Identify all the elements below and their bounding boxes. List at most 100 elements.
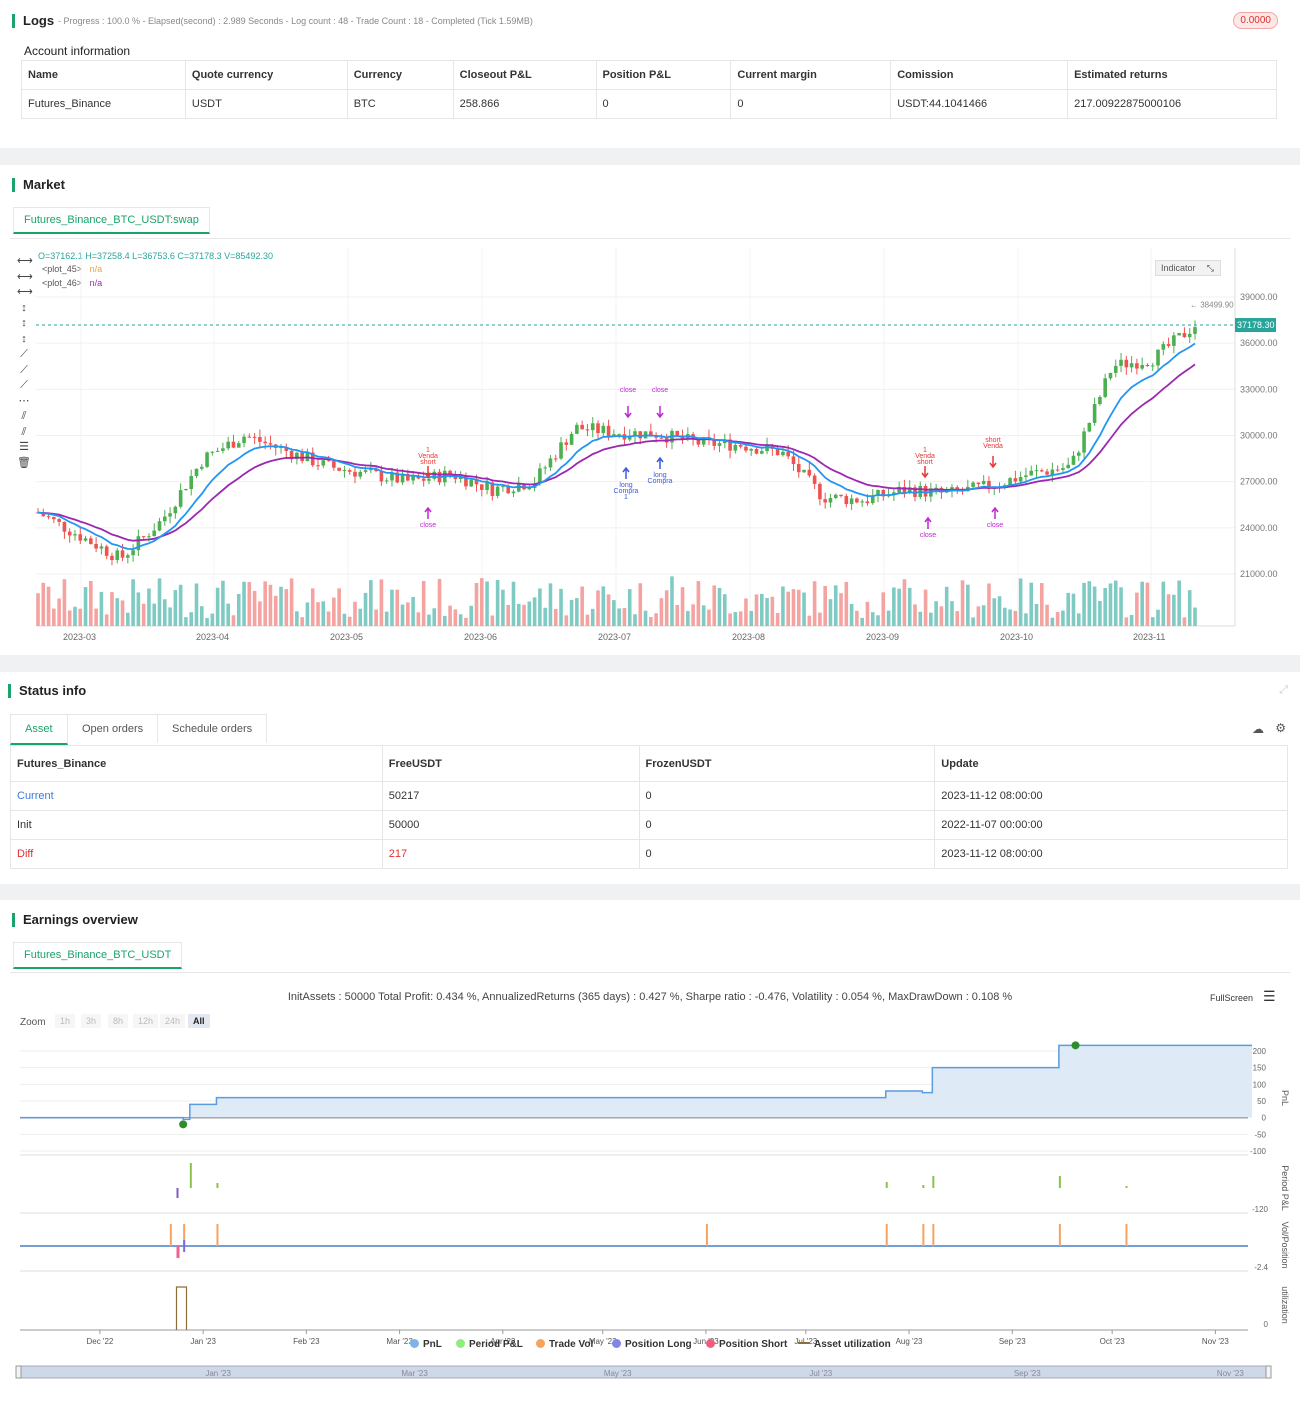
- legend-1[interactable]: Period P&L: [456, 1339, 523, 1350]
- candle-body: [67, 531, 72, 536]
- volume-bar: [300, 617, 304, 626]
- candle-body: [971, 482, 975, 487]
- candle-body: [46, 516, 51, 518]
- volume-bar: [934, 601, 938, 626]
- max-marker: [1071, 1041, 1080, 1050]
- extended-line-icon[interactable]: ⟷: [17, 286, 33, 298]
- earn-x-tick-label: Jan '23: [190, 1337, 216, 1346]
- legend-0[interactable]: PnL: [410, 1339, 442, 1350]
- parallel-channel-icon[interactable]: ⫽: [21, 410, 27, 422]
- candle-body: [1024, 475, 1028, 478]
- indicator-button[interactable]: Indicator ⤡: [1155, 260, 1221, 276]
- candle-body: [374, 469, 378, 472]
- volume-bar: [1119, 587, 1123, 626]
- candle-body: [464, 476, 468, 487]
- volume-bar: [569, 599, 574, 626]
- status-cell-3: 2023-11-12 08:00:00: [934, 839, 1288, 869]
- candle-body: [411, 476, 415, 481]
- candle-body: [252, 436, 257, 438]
- candle-body: [833, 494, 838, 498]
- legend-2[interactable]: Trade Vol: [536, 1339, 593, 1350]
- candle-body: [538, 468, 542, 484]
- cross-line-icon[interactable]: ↕: [21, 317, 27, 329]
- navigator-handle-right: [1265, 1365, 1272, 1379]
- volume-bar: [41, 582, 46, 626]
- arrow-line-icon[interactable]: ⟋: [20, 379, 28, 391]
- period-pnl-bar: [189, 1163, 192, 1188]
- candle-body: [812, 475, 817, 484]
- candle-body: [638, 431, 643, 439]
- candle-body: [601, 425, 606, 434]
- candle-body: [1182, 333, 1187, 338]
- sell-arrow: [424, 466, 432, 479]
- volume-bar: [754, 594, 759, 626]
- candle-body: [791, 456, 796, 465]
- zoom-All[interactable]: All: [188, 1014, 210, 1028]
- layers-icon[interactable]: ☰: [19, 441, 29, 453]
- account-header-5: Current margin: [730, 60, 892, 90]
- volume-bar: [464, 617, 468, 626]
- candlestick-chart[interactable]: 39000.00 36000.00 33000.00 30000.00 27000.00…: [0, 240, 1300, 650]
- zoom-1h[interactable]: 1h: [55, 1014, 76, 1028]
- volume-bar: [670, 576, 674, 626]
- candle-body: [131, 550, 135, 556]
- volume-bar: [966, 584, 970, 626]
- volume-bar: [744, 598, 748, 626]
- logs-meta: - Progress : 100.0 % - Elapsed(second) :…: [58, 16, 533, 26]
- trash-icon[interactable]: 🗑: [17, 456, 31, 469]
- menu-icon[interactable]: ☰: [1263, 988, 1276, 1004]
- tab-asset[interactable]: Asset: [10, 714, 68, 745]
- candle-body: [870, 495, 875, 504]
- candle-body: [263, 441, 267, 444]
- volume-bar: [960, 580, 965, 626]
- tab-market-symbol[interactable]: Futures_Binance_BTC_USDT:swap: [13, 207, 210, 234]
- cloud-download-icon[interactable]: ☁: [1252, 722, 1264, 736]
- fullscreen-button[interactable]: FullScreen: [1210, 993, 1254, 1003]
- volume-bar: [1082, 582, 1086, 626]
- candle-body: [104, 546, 109, 556]
- volume-bar: [1182, 617, 1187, 626]
- volume-bar: [258, 601, 262, 626]
- candle-body: [427, 478, 431, 481]
- volume-bar: [913, 604, 917, 626]
- legend-marker-icon: [612, 1339, 621, 1348]
- buy-arrow: [656, 456, 664, 469]
- volume-bar: [432, 608, 437, 626]
- price-range-icon[interactable]: ↕: [21, 332, 27, 345]
- candle-body: [1140, 365, 1144, 369]
- trend-angle-icon[interactable]: ⟋: [20, 363, 28, 376]
- zoom-12h[interactable]: 12h: [133, 1014, 159, 1028]
- trade-vol-bar: [1058, 1224, 1061, 1246]
- trend-line-icon[interactable]: ⟋: [20, 348, 28, 360]
- zoom-8h[interactable]: 8h: [108, 1014, 129, 1028]
- gear-icon[interactable]: ⚙: [1275, 721, 1286, 735]
- volume-bar: [289, 578, 294, 626]
- fib-icon[interactable]: ⋯: [18, 394, 30, 407]
- pitchfork-icon[interactable]: ⫽: [21, 425, 27, 438]
- zoom-24h[interactable]: 24h: [160, 1014, 186, 1028]
- horizontal-line-icon[interactable]: ⟷: [17, 255, 33, 267]
- ray-icon[interactable]: ⟷: [17, 270, 33, 283]
- volume-bar: [469, 605, 474, 626]
- vertical-line-icon[interactable]: ↕: [21, 301, 27, 314]
- tab-earnings-symbol[interactable]: Futures_Binance_BTC_USDT: [13, 942, 183, 969]
- candle-body: [242, 436, 246, 444]
- candle-body: [839, 494, 843, 497]
- volume-bar: [812, 581, 817, 626]
- candle-body: [506, 486, 510, 494]
- trade-vol-bar: [1125, 1224, 1128, 1246]
- tab-open-orders[interactable]: Open orders: [67, 714, 159, 743]
- legend-4[interactable]: Position Short: [706, 1339, 787, 1350]
- candle-body: [1187, 333, 1192, 338]
- nav-tick: May '23: [604, 1369, 632, 1378]
- volume-bar: [643, 610, 648, 626]
- status-cell-1: 217: [381, 839, 640, 869]
- tab-schedule-orders[interactable]: Schedule orders: [157, 714, 268, 743]
- earnings-chart[interactable]: 200 150 100 50 0 -50 -100 PnL Period P&L Vol/Posi…: [0, 1030, 1300, 1401]
- zoom-3h[interactable]: 3h: [81, 1014, 102, 1028]
- candle-body: [316, 465, 320, 467]
- legend-3[interactable]: Position Long: [612, 1339, 692, 1350]
- legend-5[interactable]: Asset utilization: [798, 1339, 891, 1350]
- expand-icon[interactable]: ⤢: [1279, 684, 1288, 696]
- pnl-line: [20, 1044, 1252, 1121]
